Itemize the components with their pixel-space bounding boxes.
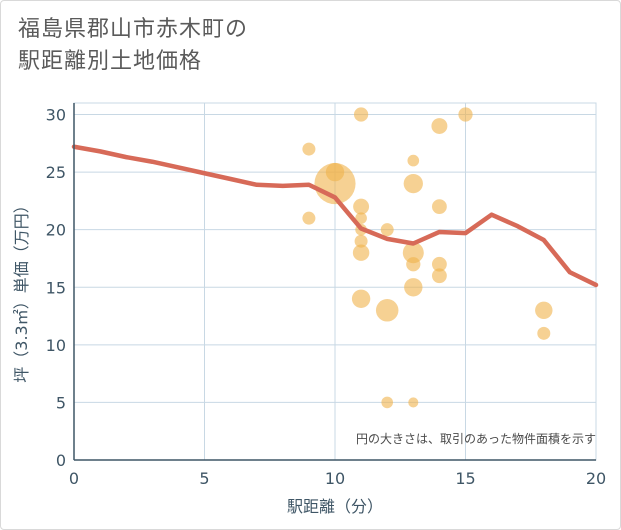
x-tick-label: 20 — [586, 469, 606, 488]
x-tick-label: 15 — [455, 469, 475, 488]
grid — [73, 102, 597, 461]
x-tick-label: 10 — [325, 469, 345, 488]
y-tick-label: 0 — [56, 451, 66, 470]
data-bubble — [431, 118, 448, 134]
data-bubble — [431, 268, 447, 284]
bubbles — [302, 107, 553, 409]
y-tick-label: 10 — [46, 336, 66, 355]
data-bubble — [353, 107, 369, 122]
x-axis-label: 駅距離（分） — [287, 497, 383, 516]
data-bubble — [537, 326, 551, 340]
data-bubble — [402, 242, 424, 264]
axes: 0 5 10 15 20 0 5 10 15 20 25 30 — [46, 103, 606, 488]
size-legend-note: 円の大きさは、取引のあった物件面積を示す — [356, 431, 596, 446]
data-bubble — [302, 142, 316, 156]
data-bubble — [380, 223, 394, 237]
x-tick-label: 5 — [199, 469, 209, 488]
data-bubble — [404, 278, 423, 297]
data-bubble — [325, 162, 345, 182]
data-bubble — [458, 107, 473, 122]
data-bubble — [354, 234, 368, 248]
y-axis-label: 坪（3.3㎡）単価（万円） — [12, 197, 31, 382]
data-bubble — [381, 396, 394, 409]
data-bubble — [406, 257, 421, 272]
data-bubble — [407, 154, 420, 167]
data-bubble — [351, 289, 371, 308]
y-tick-label: 15 — [46, 278, 66, 297]
y-tick-label: 20 — [46, 221, 66, 240]
chart-title: 福島県郡山市赤木町の 駅距離別土地価格 — [18, 14, 248, 78]
data-bubble — [375, 299, 399, 322]
data-bubble — [403, 173, 423, 194]
y-tick-label: 30 — [46, 106, 66, 125]
title-line-1: 福島県郡山市赤木町の — [18, 17, 249, 42]
data-bubble — [353, 198, 370, 215]
data-bubble — [535, 301, 553, 320]
data-bubble — [431, 199, 447, 215]
y-tick-label: 25 — [46, 163, 66, 182]
data-bubble — [302, 211, 316, 225]
y-tick-label: 5 — [56, 393, 66, 412]
data-bubble — [355, 212, 367, 224]
x-tick-label: 0 — [69, 469, 79, 488]
data-bubble — [352, 244, 370, 261]
title-line-2: 駅距離別土地価格 — [18, 49, 203, 74]
average-price-line — [71, 144, 599, 288]
trend-lines — [71, 144, 599, 288]
data-bubble — [431, 256, 447, 272]
data-bubble — [408, 397, 419, 408]
